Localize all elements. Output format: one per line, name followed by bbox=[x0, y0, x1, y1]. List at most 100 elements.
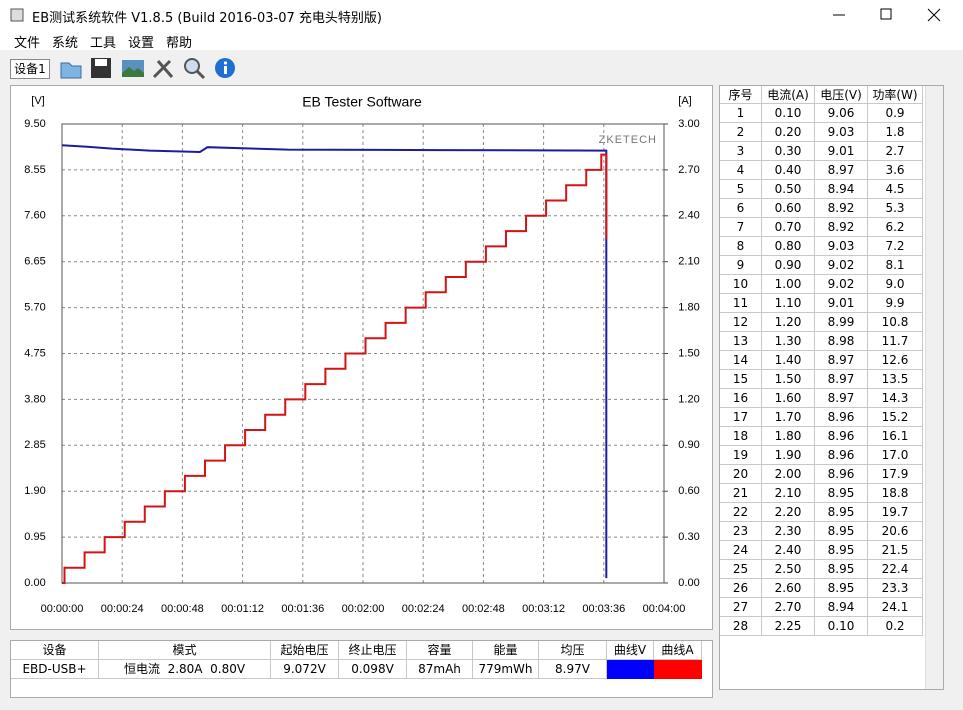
menu-bar: 文件 系统 工具 设置 帮助 bbox=[0, 30, 963, 51]
table-cell: 19 bbox=[720, 446, 762, 465]
table-cell: 9.01 bbox=[815, 294, 868, 313]
toolbar-icons[interactable] bbox=[58, 55, 243, 81]
x-tick-label: 00:02:48 bbox=[462, 603, 505, 615]
table-cell: 24.1 bbox=[868, 598, 923, 617]
table-cell: 16 bbox=[720, 389, 762, 408]
table-cell: 20.6 bbox=[868, 522, 923, 541]
table-cell: 8.98 bbox=[815, 332, 868, 351]
table-cell: 9.02 bbox=[815, 275, 868, 294]
app-icon bbox=[10, 8, 24, 22]
table-cell: 4 bbox=[720, 161, 762, 180]
table-cell: 0.098V bbox=[339, 660, 407, 679]
chart-annotation: ZKETECH bbox=[599, 134, 657, 146]
table-cell: 0.9 bbox=[868, 104, 923, 123]
table-cell: 13.5 bbox=[868, 370, 923, 389]
table-cell: 8.94 bbox=[815, 598, 868, 617]
table-cell: 12 bbox=[720, 313, 762, 332]
table-cell: 8.95 bbox=[815, 541, 868, 560]
table-cell: 87mAh bbox=[407, 660, 473, 679]
column-header: 模式 bbox=[99, 641, 271, 660]
menu-item[interactable]: 帮助 bbox=[166, 36, 193, 51]
x-tick-label: 00:02:24 bbox=[402, 603, 445, 615]
table-cell: 1.00 bbox=[762, 275, 815, 294]
curve-swatch bbox=[654, 660, 702, 679]
table-cell: 14 bbox=[720, 351, 762, 370]
table-cell: 8.94 bbox=[815, 180, 868, 199]
table-cell: 1.50 bbox=[762, 370, 815, 389]
table-cell: 1.60 bbox=[762, 389, 815, 408]
device-tab[interactable]: 设备1 bbox=[10, 59, 50, 79]
y-tick-label: 2.85 bbox=[24, 439, 45, 451]
column-header: 功率(W) bbox=[868, 86, 923, 104]
table-cell: 2.60 bbox=[762, 579, 815, 598]
table-cell: 8.96 bbox=[815, 427, 868, 446]
table-cell: 2.10 bbox=[762, 484, 815, 503]
table-cell: 2.00 bbox=[762, 465, 815, 484]
table-cell: 23 bbox=[720, 522, 762, 541]
y2-tick-label: 1.80 bbox=[678, 302, 699, 314]
table-cell: 13 bbox=[720, 332, 762, 351]
menu-item[interactable]: 工具 bbox=[90, 36, 117, 51]
table-cell: 15 bbox=[720, 370, 762, 389]
table-cell: 8.95 bbox=[815, 560, 868, 579]
table-cell: 1.70 bbox=[762, 408, 815, 427]
table-cell: 8.1 bbox=[868, 256, 923, 275]
table-cell: 3 bbox=[720, 142, 762, 161]
table-cell: 9.02 bbox=[815, 256, 868, 275]
table-cell: 1.80 bbox=[762, 427, 815, 446]
table-cell: 2.20 bbox=[762, 503, 815, 522]
window-controls[interactable] bbox=[820, 0, 963, 30]
series-line bbox=[61, 144, 608, 579]
table-cell: 8.95 bbox=[815, 484, 868, 503]
table-cell: 8.95 bbox=[815, 579, 868, 598]
table-cell: 8.97 bbox=[815, 389, 868, 408]
table-cell: 0.10 bbox=[815, 617, 868, 636]
x-tick-label: 00:00:24 bbox=[101, 603, 144, 615]
y-tick-label: 6.65 bbox=[24, 256, 45, 268]
table-cell: 20 bbox=[720, 465, 762, 484]
table-cell: 1.40 bbox=[762, 351, 815, 370]
table-cell: 21 bbox=[720, 484, 762, 503]
table-cell: 0.60 bbox=[762, 199, 815, 218]
table-cell: 8 bbox=[720, 237, 762, 256]
table-cell: 2.40 bbox=[762, 541, 815, 560]
table-cell: 21.5 bbox=[868, 541, 923, 560]
table-cell: 17.9 bbox=[868, 465, 923, 484]
table-cell: 18 bbox=[720, 427, 762, 446]
table-cell: 8.96 bbox=[815, 465, 868, 484]
table-cell: 8.97 bbox=[815, 161, 868, 180]
table-cell: 28 bbox=[720, 617, 762, 636]
table-cell: 2.25 bbox=[762, 617, 815, 636]
table-cell: 2.70 bbox=[762, 598, 815, 617]
table-cell: 8.92 bbox=[815, 218, 868, 237]
table-cell: 15.2 bbox=[868, 408, 923, 427]
column-header: 能量 bbox=[473, 641, 539, 660]
table-cell: 0.90 bbox=[762, 256, 815, 275]
y2-tick-label: 0.90 bbox=[678, 439, 699, 451]
menu-item[interactable]: 设置 bbox=[128, 36, 155, 51]
column-header: 电流(A) bbox=[762, 86, 815, 104]
menu-item[interactable]: 文件 bbox=[14, 36, 41, 51]
y2-tick-label: 1.20 bbox=[678, 393, 699, 405]
table-cell: 0.40 bbox=[762, 161, 815, 180]
scrollbar[interactable] bbox=[925, 86, 943, 689]
table-cell: 16.1 bbox=[868, 427, 923, 446]
y-tick-label: 9.50 bbox=[24, 118, 45, 130]
y-tick-label: 7.60 bbox=[24, 210, 45, 222]
y2-tick-label: 2.10 bbox=[678, 256, 699, 268]
y-tick-label: 3.80 bbox=[24, 393, 45, 405]
table-cell: 8.96 bbox=[815, 446, 868, 465]
table-cell: 18.8 bbox=[868, 484, 923, 503]
menu-item[interactable]: 系统 bbox=[52, 36, 79, 51]
y2-tick-label: 3.00 bbox=[678, 118, 699, 130]
table-cell: 0.20 bbox=[762, 123, 815, 142]
column-header: 设备 bbox=[11, 641, 99, 660]
table-cell: 2.30 bbox=[762, 522, 815, 541]
table-cell: 24 bbox=[720, 541, 762, 560]
table-cell: 9.9 bbox=[868, 294, 923, 313]
table-cell: 8.92 bbox=[815, 199, 868, 218]
table-cell: 17.0 bbox=[868, 446, 923, 465]
table-cell: 11.7 bbox=[868, 332, 923, 351]
column-header: 曲线V bbox=[607, 641, 654, 660]
x-tick-label: 00:03:36 bbox=[582, 603, 625, 615]
